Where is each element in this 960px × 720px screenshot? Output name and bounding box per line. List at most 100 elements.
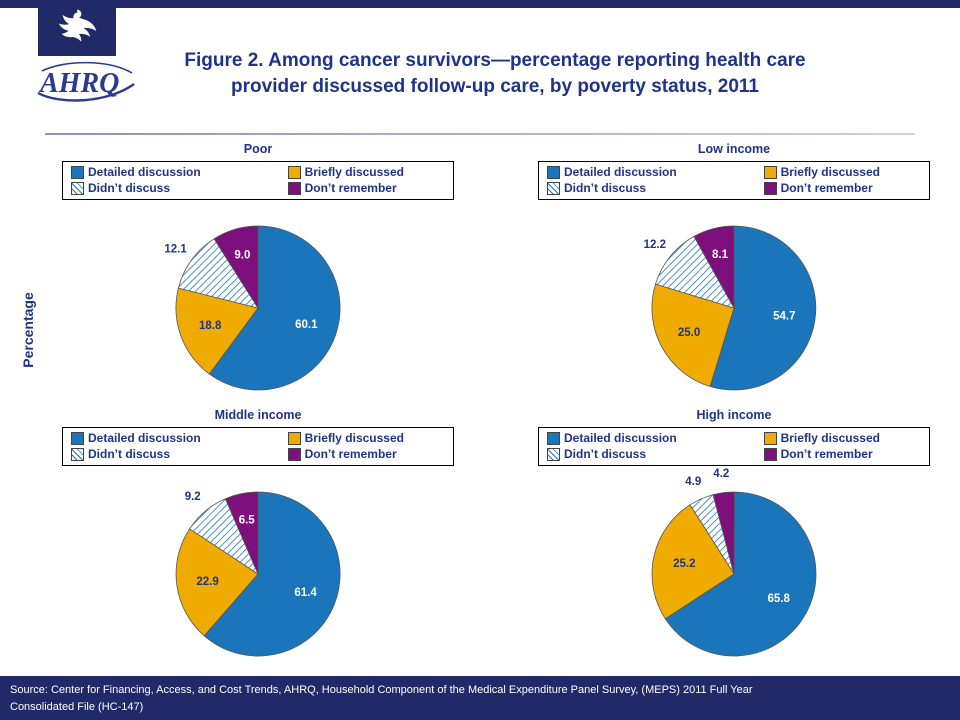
legend-item-briefly-discussed: Briefly discussed xyxy=(763,431,927,445)
legend-item-detailed-discussion: Detailed discussion xyxy=(71,431,288,445)
top-bar xyxy=(0,0,960,8)
legend-label: Don’t remember xyxy=(780,181,873,195)
detailed-swatch-icon xyxy=(71,431,84,445)
pie-value-label: 54.7 xyxy=(773,311,795,323)
pie-chart-middle-income: 61.4 22.9 9.2 6.5 xyxy=(175,491,341,657)
legend-label: Detailed discussion xyxy=(88,431,201,445)
pie-slice-don-t-remember xyxy=(693,225,735,310)
pie-value-label: 25.2 xyxy=(673,558,695,570)
hatch-swatch-icon xyxy=(547,447,560,461)
pie-slice-detailed-discussion xyxy=(203,491,341,657)
pie-slice-detailed-discussion xyxy=(208,225,341,391)
pie-slice-don-t-remember xyxy=(213,225,259,310)
ahrq-logo-icon: AHRQ xyxy=(37,61,135,102)
chart-cell-high-income: High income Detailed discussion Briefly d… xyxy=(534,408,934,668)
legend-label: Detailed discussion xyxy=(88,165,201,179)
title-line1: Figure 2. Among cancer survivors—percent… xyxy=(184,50,806,71)
page-title: Figure 2. Among cancer survivors—percent… xyxy=(150,48,840,99)
legend-label: Briefly discussed xyxy=(304,165,404,179)
legend-label: Didn’t discuss xyxy=(564,181,647,195)
briefly-swatch-icon xyxy=(763,431,777,445)
chart-legend: Detailed discussion Briefly discussed Didn… xyxy=(538,161,930,200)
pie-slice-briefly-discussed xyxy=(651,504,735,620)
legend-item-don-t-remember: Don’t remember xyxy=(287,447,451,461)
pie-slice-didn-t-discuss xyxy=(655,235,735,309)
briefly-swatch-icon xyxy=(287,431,301,445)
chart-title: High income xyxy=(696,408,772,422)
pie-slice-don-t-remember xyxy=(224,491,259,575)
pie-value-label: 9.2 xyxy=(185,491,201,503)
legend-item-briefly-discussed: Briefly discussed xyxy=(287,165,451,179)
pie-value-label: 65.8 xyxy=(768,593,791,605)
legend-label: Don’t remember xyxy=(780,447,873,461)
pie-value-label: 60.1 xyxy=(295,319,318,331)
legend-item-detailed-discussion: Detailed discussion xyxy=(547,431,764,445)
legend-label: Don’t remember xyxy=(304,181,397,195)
remember-swatch-icon xyxy=(763,447,777,461)
legend-item-don-t-remember: Don’t remember xyxy=(763,181,927,195)
legend-item-detailed-discussion: Detailed discussion xyxy=(71,165,288,179)
pie-value-label: 9.0 xyxy=(234,250,250,262)
hatch-swatch-icon xyxy=(71,447,84,461)
hhs-eagle-icon xyxy=(58,9,97,42)
hhs-logo xyxy=(38,0,116,56)
legend-label: Detailed discussion xyxy=(564,431,677,445)
chart-title: Middle income xyxy=(214,408,302,422)
pie-slice-briefly-discussed xyxy=(175,287,259,375)
pie-chart-poor: 60.1 18.8 12.1 9.0 xyxy=(164,225,341,391)
legend-label: Didn’t discuss xyxy=(564,447,647,461)
source-line2: Consolidated File (HC-147) xyxy=(10,700,144,713)
remember-swatch-icon xyxy=(287,447,301,461)
pie-chart-low-income: 54.7 25.0 12.2 8.1 xyxy=(644,225,817,391)
legend-item-briefly-discussed: Briefly discussed xyxy=(763,165,927,179)
legend-item-didn-t-discuss: Didn’t discuss xyxy=(547,181,764,195)
chart-legend: Detailed discussion Briefly discussed Didn… xyxy=(62,427,454,466)
chart-legend: Detailed discussion Briefly discussed Didn… xyxy=(62,161,454,200)
pie-slice-didn-t-discuss xyxy=(177,238,259,309)
chart-title: Poor xyxy=(243,142,273,156)
pie-value-label: 22.9 xyxy=(196,576,218,588)
legend-label: Didn’t discuss xyxy=(88,181,171,195)
chart-cell-middle-income: Middle income Detailed discussion Briefly… xyxy=(58,408,458,668)
pie-value-label: 4.2 xyxy=(713,468,729,480)
legend-label: Briefly discussed xyxy=(304,431,404,445)
legend-label: Don’t remember xyxy=(304,447,397,461)
chart-cell-low-income: Low income Detailed discussion Briefly di… xyxy=(534,142,934,402)
briefly-swatch-icon xyxy=(763,165,777,179)
legend-item-didn-t-discuss: Didn’t discuss xyxy=(71,447,288,461)
pie-value-label: 12.1 xyxy=(164,244,187,256)
legend-label: Briefly discussed xyxy=(780,431,880,445)
legend-item-didn-t-discuss: Didn’t discuss xyxy=(547,447,764,461)
source-note: Source: Center for Financing, Access, an… xyxy=(0,676,960,720)
legend-item-don-t-remember: Don’t remember xyxy=(763,447,927,461)
pie-value-label: 25.0 xyxy=(678,327,700,339)
legend-item-briefly-discussed: Briefly discussed xyxy=(287,431,451,445)
detailed-swatch-icon xyxy=(547,431,560,445)
pie-value-label: 18.8 xyxy=(199,320,222,332)
ahrq-logo: AHRQ xyxy=(32,58,140,108)
legend-label: Detailed discussion xyxy=(564,165,677,179)
title-line2: provider discussed follow-up care, by po… xyxy=(231,75,759,97)
legend-label: Briefly discussed xyxy=(780,165,880,179)
chart-cell-poor: Poor Detailed discussion Briefly discusse… xyxy=(58,142,458,402)
source-line1: Source: Center for Financing, Access, an… xyxy=(10,684,753,696)
pie-value-label: 12.2 xyxy=(644,239,666,251)
remember-swatch-icon xyxy=(287,181,301,195)
chart-legend: Detailed discussion Briefly discussed Didn… xyxy=(538,427,930,466)
detailed-swatch-icon xyxy=(547,165,560,179)
pie-chart-high-income: 65.8 25.2 4.9 4.2 xyxy=(651,468,817,657)
briefly-swatch-icon xyxy=(287,165,301,179)
chart-title: Low income xyxy=(697,142,771,156)
pie-value-label: 4.9 xyxy=(685,476,701,488)
pie-value-label: 8.1 xyxy=(712,249,729,261)
ahrq-logo-text: AHRQ xyxy=(38,68,119,99)
pie-value-label: 6.5 xyxy=(239,514,256,526)
pie-value-label: 61.4 xyxy=(294,587,317,599)
hatch-swatch-icon xyxy=(547,181,560,195)
legend-item-don-t-remember: Don’t remember xyxy=(287,181,451,195)
pie-slice-briefly-discussed xyxy=(651,283,735,387)
pie-slice-detailed-discussion xyxy=(709,225,817,391)
detailed-swatch-icon xyxy=(71,165,84,179)
pie-slice-detailed-discussion xyxy=(664,491,817,657)
